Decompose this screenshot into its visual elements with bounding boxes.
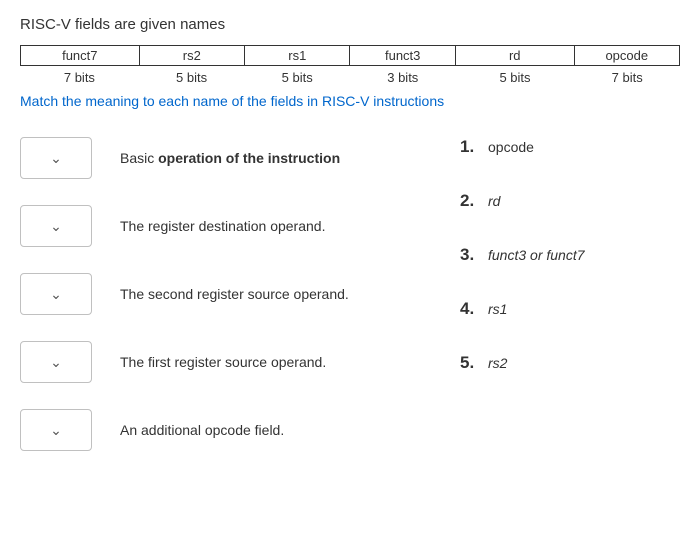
field-bits-cell: 5 bits	[139, 70, 245, 85]
answer-row: 5. rs2	[460, 353, 680, 373]
answer-number: 2.	[460, 191, 488, 211]
match-prefix: The second register source operand.	[120, 286, 349, 302]
match-dropdown[interactable]: ⌄	[20, 137, 92, 179]
fields-table: funct7 rs2 rs1 funct3 rd opcode	[20, 45, 680, 66]
field-name-cell: opcode	[574, 46, 679, 66]
fields-bits-row: 7 bits 5 bits 5 bits 3 bits 5 bits 7 bit…	[20, 70, 680, 85]
match-text: The second register source operand.	[120, 286, 349, 302]
answer-number: 4.	[460, 299, 488, 319]
match-row: ⌄ Basic operation of the instruction	[20, 137, 440, 179]
answer-text: funct3 or funct7	[488, 247, 585, 263]
match-prefix: The first register source operand.	[120, 354, 326, 370]
page-title: RISC-V fields are given names	[20, 16, 680, 33]
answer-text: rd	[488, 193, 500, 209]
chevron-down-icon: ⌄	[50, 150, 62, 167]
field-bits-cell: 7 bits	[20, 70, 139, 85]
answer-number: 5.	[460, 353, 488, 373]
match-row: ⌄ The first register source operand.	[20, 341, 440, 383]
answer-row: 4. rs1	[460, 299, 680, 319]
fields-name-row: funct7 rs2 rs1 funct3 rd opcode	[21, 46, 680, 66]
match-row: ⌄ The register destination operand.	[20, 205, 440, 247]
field-name-cell: rd	[455, 46, 574, 66]
instruction-text: Match the meaning to each name of the fi…	[20, 93, 680, 109]
answers-column: 1. opcode 2. rd 3. funct3 or funct7 4. r…	[440, 137, 680, 407]
chevron-down-icon: ⌄	[50, 218, 62, 235]
match-text: An additional opcode field.	[120, 422, 284, 438]
field-bits-cell: 7 bits	[574, 70, 680, 85]
answer-text: opcode	[488, 139, 534, 155]
answer-row: 3. funct3 or funct7	[460, 245, 680, 265]
match-dropdown[interactable]: ⌄	[20, 273, 92, 315]
match-text: The register destination operand.	[120, 218, 325, 234]
chevron-down-icon: ⌄	[50, 422, 62, 439]
answer-text: rs1	[488, 301, 507, 317]
field-bits-cell: 5 bits	[244, 70, 350, 85]
answer-number: 1.	[460, 137, 488, 157]
match-column: ⌄ Basic operation of the instruction ⌄ T…	[20, 137, 440, 477]
match-text: The first register source operand.	[120, 354, 326, 370]
field-bits-cell: 3 bits	[350, 70, 456, 85]
field-bits-cell: 5 bits	[456, 70, 575, 85]
answer-text: rs2	[488, 355, 507, 371]
chevron-down-icon: ⌄	[50, 354, 62, 371]
answer-row: 2. rd	[460, 191, 680, 211]
match-prefix: An additional opcode field.	[120, 422, 284, 438]
answer-row: 1. opcode	[460, 137, 680, 157]
match-row: ⌄ The second register source operand.	[20, 273, 440, 315]
content-row: ⌄ Basic operation of the instruction ⌄ T…	[20, 137, 680, 477]
match-row: ⌄ An additional opcode field.	[20, 409, 440, 451]
field-name-cell: funct3	[350, 46, 455, 66]
match-text: Basic operation of the instruction	[120, 150, 340, 166]
field-name-cell: funct7	[21, 46, 140, 66]
answer-number: 3.	[460, 245, 488, 265]
match-bold: operation of the instruction	[158, 150, 340, 166]
field-name-cell: rs1	[245, 46, 350, 66]
match-dropdown[interactable]: ⌄	[20, 205, 92, 247]
match-prefix: The register destination operand.	[120, 218, 325, 234]
field-name-cell: rs2	[139, 46, 244, 66]
match-prefix: Basic	[120, 150, 158, 166]
match-dropdown[interactable]: ⌄	[20, 409, 92, 451]
chevron-down-icon: ⌄	[50, 286, 62, 303]
match-dropdown[interactable]: ⌄	[20, 341, 92, 383]
